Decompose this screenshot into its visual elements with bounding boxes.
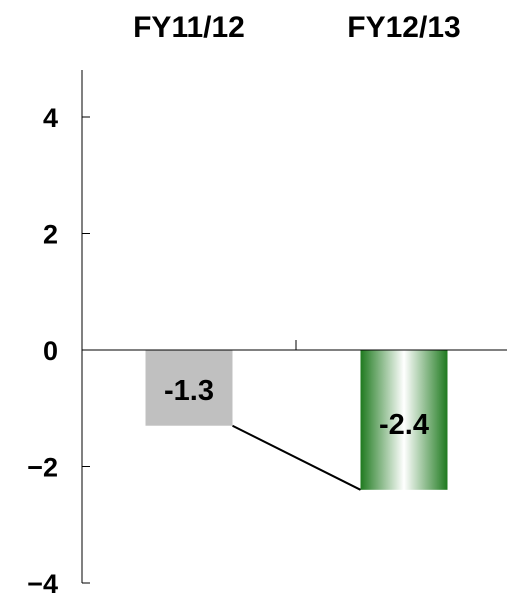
- y-axis: 4 2 0 −2 −4: [27, 70, 90, 598]
- data-label: -1.3: [164, 375, 214, 407]
- y-tick-label: 4: [43, 103, 58, 133]
- y-tick-label: −4: [27, 569, 58, 598]
- category-label: FY11/12: [133, 11, 245, 44]
- data-label: -2.4: [379, 409, 429, 441]
- category-axis: [82, 340, 507, 351]
- connector-line: [232, 424, 361, 491]
- bars: [145, 350, 448, 490]
- bar: [360, 350, 448, 490]
- bar: [145, 350, 233, 426]
- category-label: FY12/13: [347, 11, 460, 44]
- category-labels: FY11/12 FY12/13: [133, 11, 461, 44]
- data-labels: -1.3 -2.4: [164, 375, 429, 441]
- connector-lines: [232, 424, 361, 491]
- y-tick-label: 0: [43, 336, 58, 366]
- y-tick-label: 2: [43, 220, 58, 250]
- y-tick-label: −2: [27, 453, 58, 483]
